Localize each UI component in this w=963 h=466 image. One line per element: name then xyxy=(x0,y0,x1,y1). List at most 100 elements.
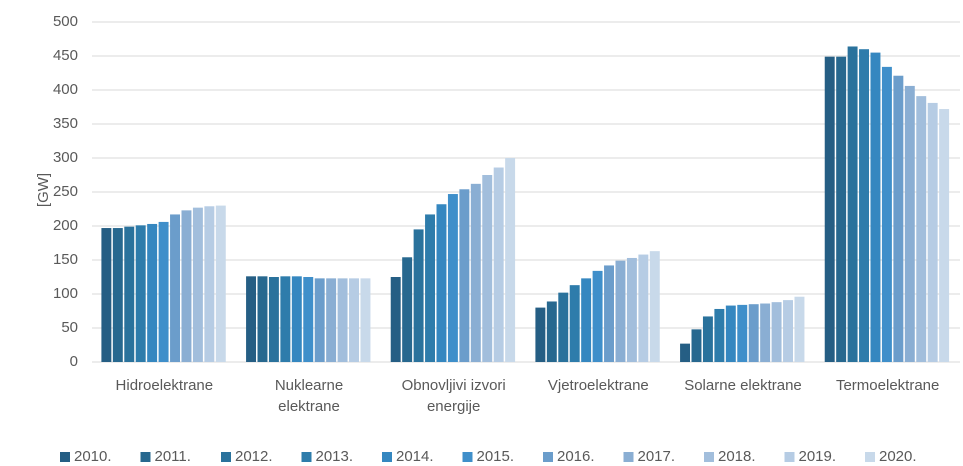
bar xyxy=(101,228,112,362)
x-tick-label: Solarne elektrane xyxy=(684,377,802,394)
bar xyxy=(881,66,892,362)
bar xyxy=(246,276,257,362)
bar xyxy=(649,251,660,362)
bar xyxy=(702,316,713,362)
bar xyxy=(413,229,424,362)
bar xyxy=(680,343,691,362)
bar xyxy=(303,277,314,362)
bar xyxy=(425,214,436,362)
bar xyxy=(360,278,371,362)
bar xyxy=(402,257,413,362)
bar xyxy=(291,276,302,362)
bar xyxy=(927,102,938,363)
bar xyxy=(158,221,169,362)
bar xyxy=(493,167,504,362)
bar xyxy=(904,85,915,363)
bar xyxy=(215,205,226,362)
bar xyxy=(558,292,569,362)
y-tick-label: 200 xyxy=(53,217,78,234)
legend-label: 2018. xyxy=(718,448,756,465)
bar xyxy=(280,276,291,362)
y-tick-label: 150 xyxy=(53,251,78,268)
bar xyxy=(314,278,325,362)
bar xyxy=(760,303,771,362)
bar xyxy=(546,301,557,362)
bar xyxy=(569,285,580,362)
legend-label: 2010. xyxy=(74,448,112,465)
legend-swatch xyxy=(301,452,312,462)
x-tick-label: Hidroelektrane xyxy=(116,377,214,394)
bar xyxy=(836,56,847,363)
y-tick-label: 50 xyxy=(61,319,78,336)
bar xyxy=(390,277,401,362)
legend-label: 2020. xyxy=(879,448,917,465)
y-tick-label: 100 xyxy=(53,285,78,302)
bar xyxy=(748,304,759,362)
legend-label: 2013. xyxy=(316,448,354,465)
bar xyxy=(459,189,470,362)
legend-label: 2012. xyxy=(235,448,273,465)
bar xyxy=(482,175,493,362)
bar xyxy=(326,278,337,362)
bar xyxy=(916,96,927,363)
y-axis-label: [GW] xyxy=(35,173,52,207)
bar xyxy=(893,75,904,362)
y-tick-label: 400 xyxy=(53,81,78,98)
y-tick-label: 0 xyxy=(70,353,78,370)
bar xyxy=(124,226,135,362)
bar xyxy=(870,52,881,362)
bar xyxy=(257,276,268,362)
bar xyxy=(204,206,215,362)
x-tick-label: Obnovljivi izvori energije xyxy=(402,377,506,415)
bar xyxy=(436,204,447,362)
bar xyxy=(349,278,359,362)
legend-label: 2015. xyxy=(477,448,515,465)
bar xyxy=(112,228,123,362)
bar xyxy=(268,277,279,362)
bar xyxy=(737,304,748,362)
y-tick-label: 350 xyxy=(53,115,78,132)
bar xyxy=(794,296,805,362)
legend-swatch xyxy=(704,452,714,462)
legend-swatch xyxy=(221,452,231,462)
bar xyxy=(725,305,736,362)
bar xyxy=(147,223,158,362)
x-tick-label: Nuklearne elektrane xyxy=(275,377,343,415)
legend-label: 2019. xyxy=(799,448,837,465)
bar xyxy=(714,308,725,362)
legend-swatch xyxy=(60,452,70,462)
legend-swatch xyxy=(623,452,634,462)
bar xyxy=(170,214,180,362)
legend-swatch xyxy=(543,452,553,462)
legend-label: 2011. xyxy=(155,448,191,465)
bar xyxy=(135,225,146,362)
x-tick-label: Termoelektrane xyxy=(836,377,939,394)
bar xyxy=(615,260,626,362)
y-tick-label: 300 xyxy=(53,149,78,166)
bar xyxy=(626,257,637,362)
bar xyxy=(783,300,793,362)
bar xyxy=(470,183,481,362)
bar xyxy=(581,278,592,362)
bar xyxy=(859,49,870,362)
legend-swatch xyxy=(382,452,392,462)
bar xyxy=(592,270,603,362)
bar xyxy=(638,254,649,362)
bar xyxy=(535,307,546,362)
y-tick-label: 500 xyxy=(53,13,78,30)
y-tick-label: 450 xyxy=(53,47,78,64)
legend-swatch xyxy=(462,452,473,462)
legend-label: 2017. xyxy=(638,448,676,465)
legend-swatch xyxy=(784,452,795,462)
legend-label: 2016. xyxy=(557,448,595,465)
bar xyxy=(181,210,192,362)
legend-swatch xyxy=(140,452,151,462)
bar xyxy=(337,278,348,362)
bar xyxy=(771,302,782,362)
bar xyxy=(847,46,858,362)
legend-swatch xyxy=(865,452,875,462)
bar xyxy=(192,207,203,362)
bar xyxy=(505,158,516,362)
x-tick-label: Vjetroelektrane xyxy=(548,377,649,394)
